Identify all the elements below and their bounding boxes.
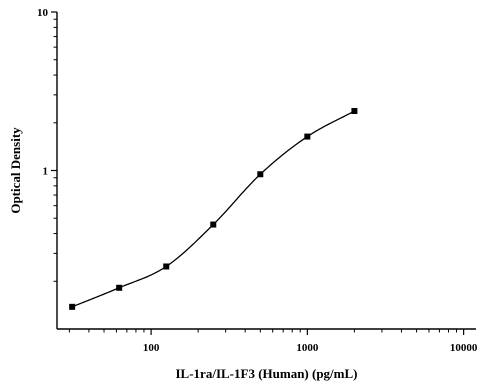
data-point [116,284,123,291]
axes [56,12,476,330]
data-point [210,221,217,228]
x-axis-label: IL-1ra/IL-1F3 (Human) (pg/mL) [176,366,358,381]
x-tick-label: 10000 [450,342,478,354]
y-tick-label: 10 [37,7,49,19]
data-point [69,303,76,310]
x-tick-label: 1000 [296,342,319,354]
data-point [257,171,264,178]
y-ticks: 1 10 [37,7,57,282]
data-point [351,108,358,115]
data-point [163,263,170,270]
fit-curve-group [71,110,355,308]
data-point [304,133,311,140]
y-tick-label: 1 [43,166,49,178]
fit-curve [71,110,355,308]
x-tick-label: 100 [143,342,160,354]
y-axis-label: Optical Density [8,127,23,214]
x-ticks: 100 1000 10000 [68,329,478,354]
data-points [69,108,358,310]
